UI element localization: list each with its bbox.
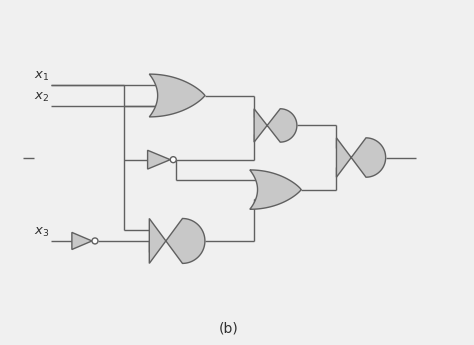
Polygon shape [72,233,92,249]
Circle shape [92,238,98,244]
Polygon shape [337,138,386,177]
Text: $x_1$: $x_1$ [34,70,49,83]
Polygon shape [149,74,205,117]
Polygon shape [147,150,170,169]
Text: (b): (b) [219,322,238,336]
Circle shape [170,157,176,162]
Polygon shape [254,109,297,142]
Text: $x_3$: $x_3$ [34,226,49,239]
Polygon shape [250,170,301,209]
Polygon shape [149,218,205,263]
Text: $x_2$: $x_2$ [34,91,49,104]
